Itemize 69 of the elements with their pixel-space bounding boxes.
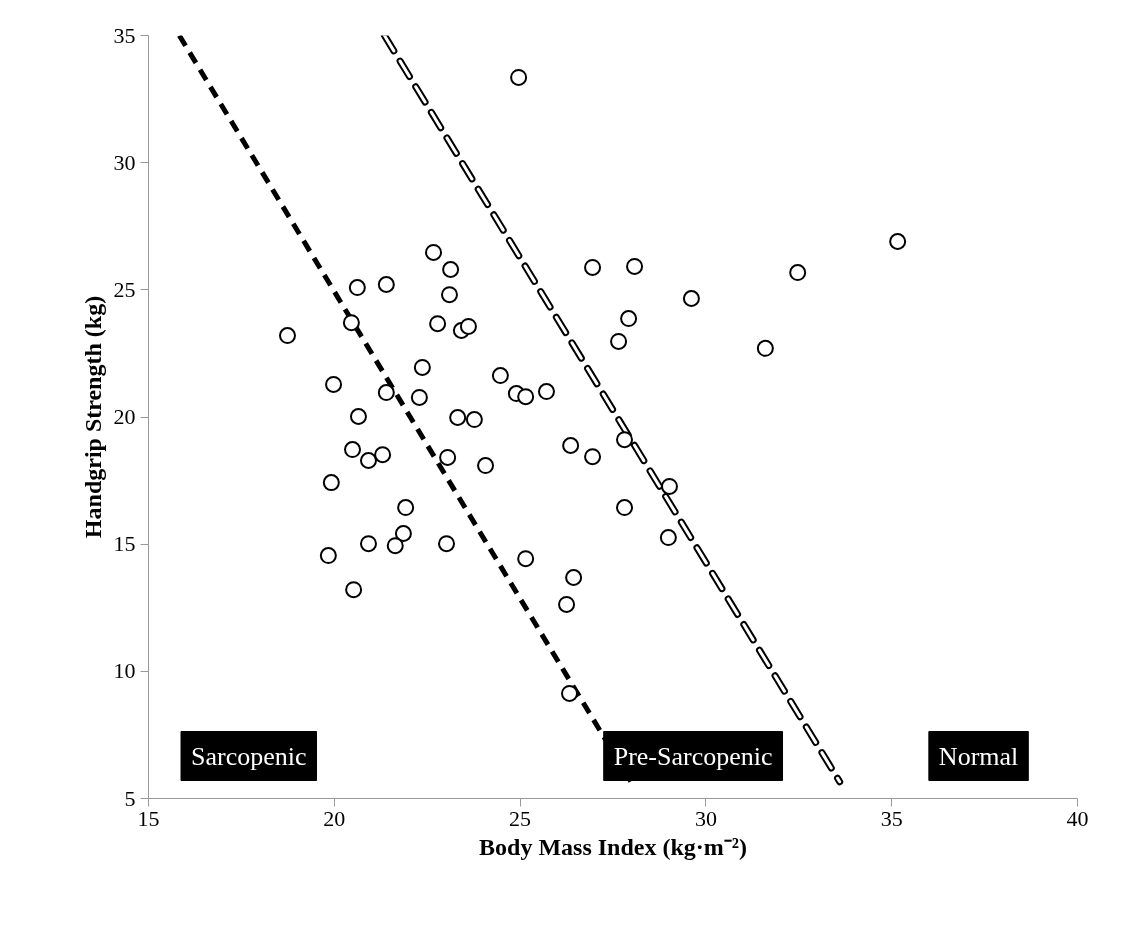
point: [459, 317, 477, 335]
y-tick-label: 30: [113, 149, 136, 175]
point: [410, 388, 428, 406]
point: [558, 595, 576, 613]
point: [660, 477, 678, 495]
point: [561, 684, 579, 702]
point: [348, 279, 366, 297]
point: [756, 339, 774, 357]
point: [537, 383, 555, 401]
point: [345, 581, 363, 599]
point: [377, 384, 395, 402]
point: [349, 408, 367, 425]
point: [397, 499, 415, 517]
point: [439, 448, 457, 466]
point: [442, 261, 460, 278]
point: [610, 332, 628, 350]
x-tick-label: 15: [137, 805, 160, 831]
point: [386, 537, 404, 555]
point: [322, 474, 340, 492]
annotation: Pre-Sarcopenic: [613, 741, 773, 771]
point: [584, 258, 602, 276]
point: [584, 448, 602, 466]
point: [465, 411, 483, 429]
point: [449, 409, 467, 426]
y-tick-label: 10: [113, 658, 136, 684]
x-tick-label: 20: [323, 805, 346, 831]
x-tick-label: 40: [1066, 805, 1089, 831]
point: [789, 264, 807, 282]
point: [342, 314, 360, 332]
point: [429, 315, 447, 333]
y-tick-label: 15: [113, 531, 136, 557]
point: [682, 290, 700, 307]
point: [438, 535, 456, 553]
point: [325, 375, 343, 393]
y-tick-label: 25: [113, 276, 136, 302]
point: [517, 388, 535, 406]
point: [394, 525, 412, 542]
y-tick-label: 35: [113, 22, 136, 48]
point: [517, 550, 535, 568]
point: [620, 310, 638, 328]
x-axis-title: Body Mass Index (kg·m⁻²): [479, 833, 747, 860]
point: [565, 569, 583, 586]
point: [510, 68, 528, 86]
point: [659, 529, 677, 547]
point: [344, 441, 362, 459]
point: [626, 257, 644, 275]
point: [889, 233, 907, 250]
annotation: Sarcopenic: [191, 741, 307, 771]
y-tick-label: 20: [113, 404, 136, 429]
point: [319, 547, 337, 565]
point: [441, 286, 458, 304]
y-tick-label: 5: [124, 785, 136, 811]
point: [413, 358, 431, 376]
point: [359, 535, 377, 553]
annotation: Normal: [938, 741, 1019, 771]
point: [374, 446, 392, 464]
x-tick-label: 25: [509, 805, 532, 831]
point: [278, 327, 296, 345]
point: [477, 457, 495, 475]
point: [616, 499, 634, 517]
x-tick-label: 30: [694, 805, 717, 831]
point: [562, 437, 580, 454]
point: [359, 452, 377, 469]
x-tick-label: 35: [880, 805, 903, 831]
point: [377, 276, 395, 293]
y-axis-title: Handgrip Strength (kg): [79, 295, 106, 539]
point: [425, 243, 443, 261]
point: [491, 367, 509, 385]
point: [616, 431, 634, 449]
